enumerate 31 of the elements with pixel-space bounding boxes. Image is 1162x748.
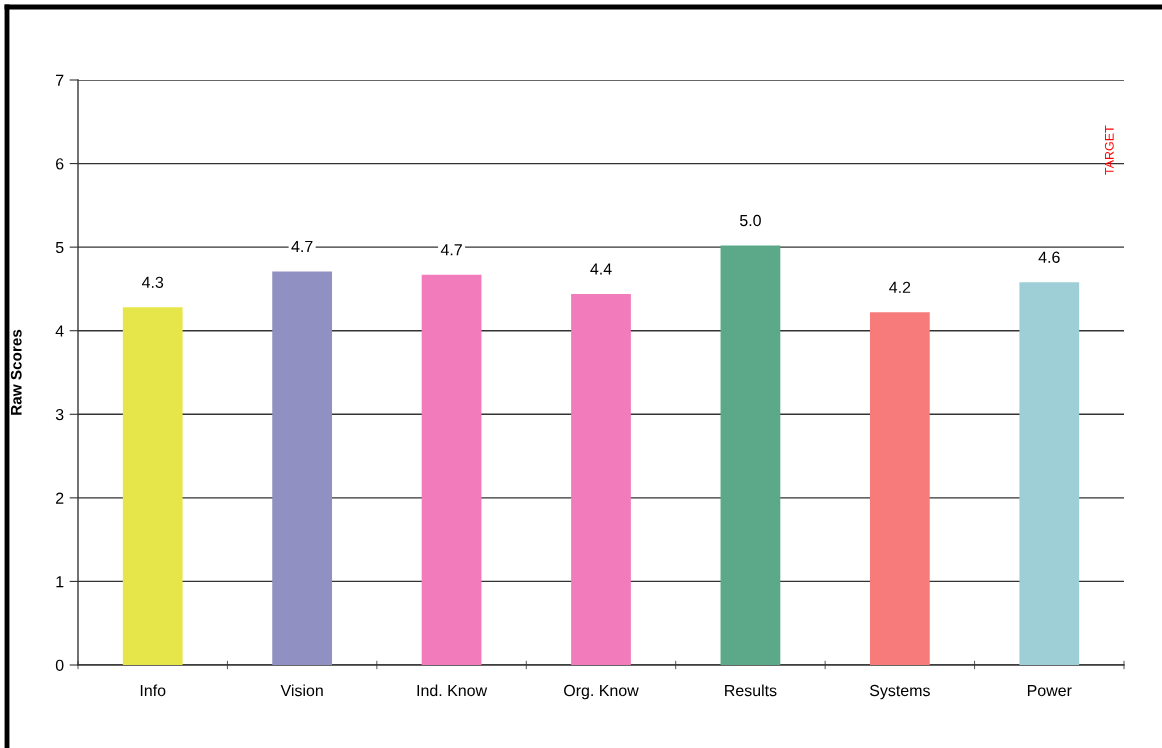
annotation: TARGET [1104,125,1114,175]
y-tick-label: 0 [55,659,64,671]
x-tick-label: Org. Know [564,684,639,700]
y-tick-label: 6 [56,158,64,170]
bar [421,274,482,665]
data-label: 5.0 [739,214,761,227]
bar [1019,282,1080,665]
y-tick-label: 7 [56,74,64,86]
x-tick-label: Vision [280,684,323,697]
bar [571,293,631,665]
x-tick-label: Ind. Know [417,684,488,697]
y-tick-label: 5 [55,241,64,254]
data-label: 4.2 [889,281,911,293]
data-label: 4.6 [1038,251,1060,263]
y-tick-label: 4 [55,325,64,337]
y-axis-title: Raw Scores [10,329,22,415]
data-label: 4.4 [590,263,612,275]
y-tick-label: 2 [56,492,64,504]
x-tick-label: Systems [869,684,930,700]
data-label: 4.7 [440,244,462,256]
bar [122,307,183,665]
x-tick-label: Power [1027,685,1072,697]
x-tick-label: Results [725,684,777,697]
bar [720,245,781,665]
data-label: 4.3 [141,276,164,288]
y-tick-label: 3 [55,408,64,421]
bar [869,312,930,665]
y-tick-label: 1 [56,576,64,588]
x-tick-label: Info [140,684,166,697]
data-label: 4.7 [291,240,313,252]
bar [272,271,333,665]
